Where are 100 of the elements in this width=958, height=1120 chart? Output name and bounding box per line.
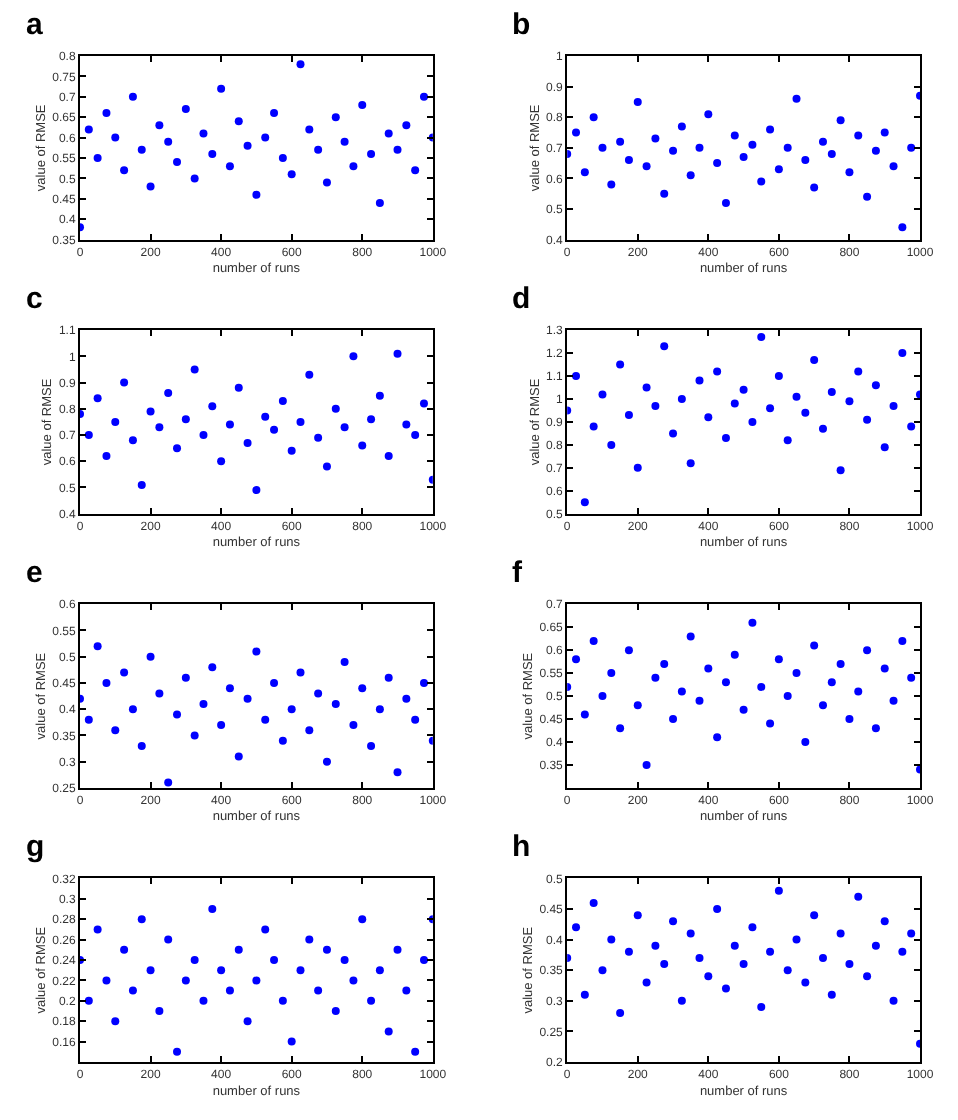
point: [845, 168, 854, 177]
point: [278, 736, 287, 745]
point: [739, 152, 748, 161]
point: [314, 986, 323, 995]
point: [128, 705, 137, 714]
point: [598, 390, 607, 399]
point: [155, 121, 164, 130]
point: [624, 411, 633, 420]
point: [234, 383, 243, 392]
point: [730, 131, 739, 140]
point: [774, 655, 783, 664]
point: [598, 143, 607, 152]
point: [704, 110, 713, 119]
point: [757, 177, 766, 186]
point: [340, 956, 349, 964]
point: [801, 156, 810, 165]
chart-title: g: [26, 830, 45, 864]
point: [660, 189, 669, 198]
point: [607, 180, 616, 189]
point: [898, 349, 907, 358]
point: [402, 121, 411, 130]
chart-title: b: [512, 8, 531, 42]
point: [686, 929, 695, 938]
point: [270, 678, 279, 687]
point: [818, 137, 827, 146]
point: [261, 412, 270, 421]
point: [642, 162, 651, 171]
point: [633, 911, 642, 920]
point: [225, 162, 234, 171]
point: [384, 452, 393, 461]
point: [713, 905, 722, 913]
point: [624, 646, 633, 655]
point: [340, 657, 349, 666]
point: [225, 684, 234, 693]
point: [801, 408, 810, 417]
point: [111, 133, 120, 142]
point: [616, 360, 625, 369]
point: [173, 1047, 182, 1056]
point: [774, 165, 783, 174]
point: [190, 365, 199, 374]
point: [128, 436, 137, 445]
point: [375, 966, 384, 975]
point: [827, 990, 836, 999]
point: [296, 417, 305, 426]
point: [845, 397, 854, 406]
point: [111, 1017, 120, 1026]
point: [102, 452, 111, 461]
point: [411, 166, 420, 175]
point: [757, 1002, 766, 1011]
point: [358, 100, 367, 109]
point: [331, 113, 340, 122]
point: [721, 678, 730, 687]
point: [349, 352, 358, 361]
point: [818, 953, 827, 962]
point: [730, 941, 739, 950]
point: [270, 956, 279, 964]
point: [367, 415, 376, 424]
point: [907, 929, 916, 938]
point: [137, 480, 146, 489]
point: [375, 705, 384, 714]
point: [314, 145, 323, 154]
point: [624, 156, 633, 165]
point: [810, 183, 819, 192]
point: [907, 143, 916, 152]
point: [889, 696, 898, 705]
point: [164, 389, 173, 398]
point: [748, 417, 757, 426]
point: [393, 945, 402, 954]
point: [616, 137, 625, 146]
point: [642, 978, 651, 987]
point: [757, 333, 766, 342]
point: [199, 431, 208, 440]
point: [411, 431, 420, 440]
point: [296, 60, 305, 69]
point: [199, 699, 208, 708]
point: [102, 678, 111, 687]
point: [836, 466, 845, 475]
point: [607, 440, 616, 449]
point: [677, 996, 686, 1005]
chart-title: a: [26, 8, 44, 42]
point: [252, 190, 261, 199]
point: [137, 741, 146, 750]
point: [358, 915, 367, 924]
point: [783, 436, 792, 445]
point: [774, 886, 783, 895]
point: [243, 1017, 252, 1026]
point: [907, 422, 916, 431]
point: [322, 945, 331, 954]
point: [164, 778, 173, 787]
point: [411, 715, 420, 724]
point: [572, 372, 581, 381]
point: [384, 129, 393, 138]
point: [757, 682, 766, 691]
point: [314, 433, 323, 442]
point: [616, 724, 625, 733]
point: [633, 97, 642, 106]
point: [766, 404, 775, 413]
point: [234, 752, 243, 761]
point: [120, 668, 129, 677]
point: [695, 143, 704, 152]
